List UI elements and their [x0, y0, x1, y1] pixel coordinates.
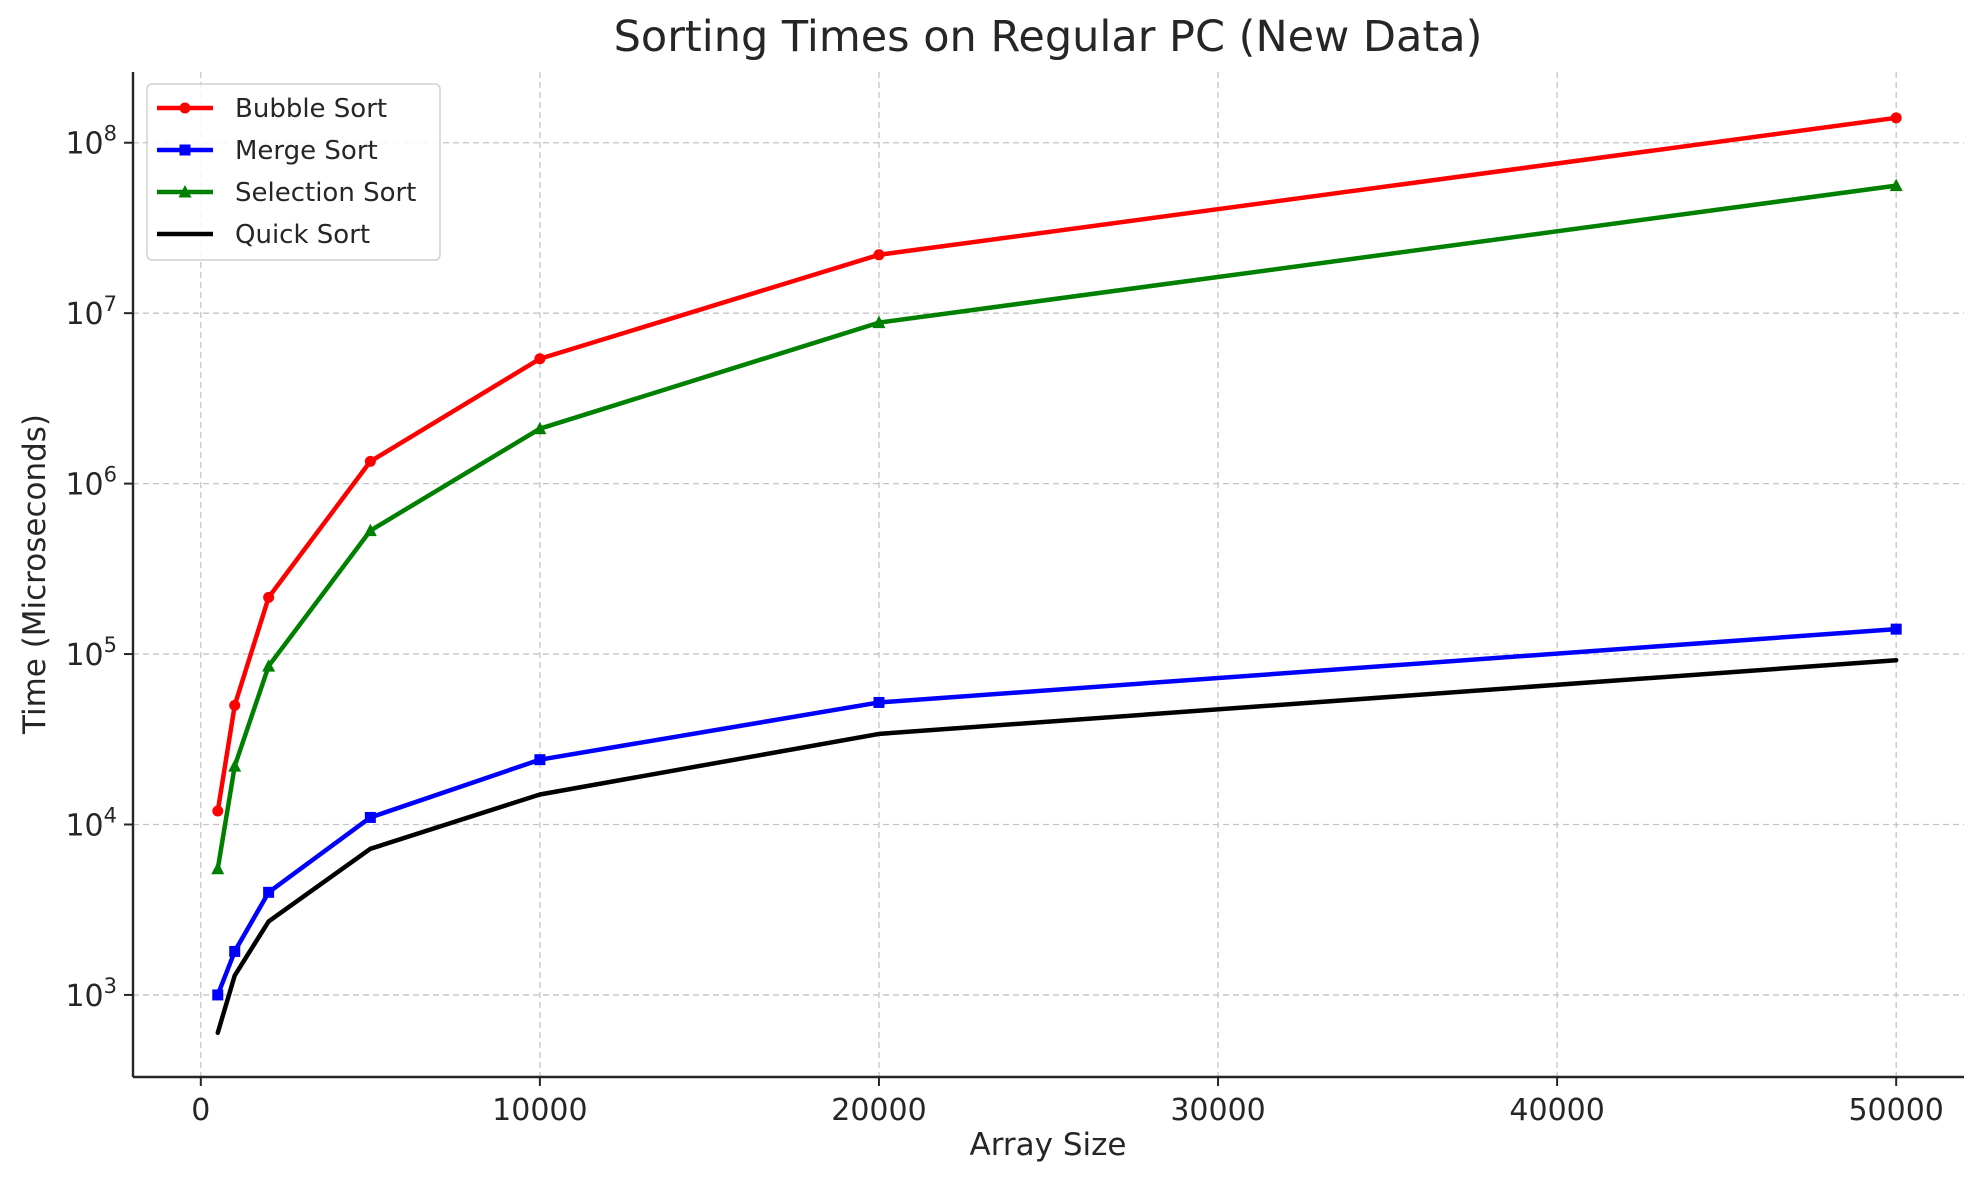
data-point-bubble-sort	[873, 249, 885, 261]
data-point-selection-sort	[211, 861, 225, 875]
data-point-merge-sort	[364, 811, 376, 823]
legend-label: Merge Sort	[235, 136, 378, 166]
data-point-selection-sort	[262, 659, 276, 672]
y-axis-label: Time (Microseconds)	[17, 414, 53, 735]
legend-item-selection-sort: Selection Sort	[157, 178, 416, 208]
y-tick-label: 104	[65, 803, 117, 843]
series-quick-sort	[215, 657, 1899, 1035]
legend-marker	[179, 102, 191, 114]
y-tick-label: 107	[65, 292, 117, 332]
series-line-quick-sort	[215, 657, 1899, 1035]
data-point-selection-sort	[1889, 178, 1903, 192]
legend-item-merge-sort: Merge Sort	[157, 136, 378, 166]
x-axis-label: Array Size	[970, 1127, 1127, 1163]
data-point-merge-sort	[229, 945, 241, 957]
data-point-bubble-sort	[364, 455, 376, 467]
data-point-bubble-sort	[263, 591, 275, 603]
legend-item-quick-sort: Quick Sort	[157, 220, 370, 250]
legend-marker	[178, 185, 192, 198]
legend: Bubble Sort Merge Sort Selection Sort Quick…	[146, 83, 441, 261]
data-point-bubble-sort	[534, 353, 546, 365]
series-selection-sort	[211, 178, 1903, 875]
x-tick-label: 10000	[492, 1093, 587, 1128]
data-point-merge-sort	[1890, 623, 1902, 635]
data-point-bubble-sort	[212, 805, 224, 817]
series-layer	[211, 112, 1903, 1035]
series-merge-sort	[212, 623, 1902, 1001]
data-point-merge-sort	[212, 989, 224, 1001]
series-bubble-sort	[212, 112, 1902, 817]
data-point-selection-sort	[533, 421, 547, 435]
data-point-selection-sort	[363, 523, 377, 537]
data-point-bubble-sort	[229, 699, 241, 711]
legend-box	[146, 83, 441, 261]
x-tick-label: 40000	[1509, 1093, 1604, 1128]
data-point-selection-sort	[872, 315, 886, 329]
legend-entries: Bubble Sort Merge Sort Selection Sort Quick…	[157, 94, 416, 250]
y-tick-label: 106	[65, 463, 117, 503]
ticks: 0 10000 20000 30000 40000 50000 103 104 105 106 10…	[65, 122, 1943, 1128]
x-tick-label: 20000	[831, 1093, 926, 1128]
x-tick-label: 0	[191, 1093, 210, 1128]
data-point-merge-sort	[873, 696, 885, 708]
legend-marker	[179, 144, 191, 156]
x-tick-label: 50000	[1848, 1093, 1943, 1128]
legend-item-bubble-sort: Bubble Sort	[157, 94, 387, 124]
legend-label: Selection Sort	[235, 178, 416, 208]
data-point-bubble-sort	[1890, 112, 1902, 124]
y-tick-label: 108	[65, 122, 117, 162]
x-tick-label: 30000	[1170, 1093, 1265, 1128]
y-tick-label: 103	[65, 974, 117, 1014]
legend-label: Quick Sort	[235, 220, 370, 250]
data-point-merge-sort	[263, 886, 275, 898]
y-tick-label: 105	[65, 633, 117, 673]
data-point-selection-sort	[228, 759, 242, 772]
legend-label: Bubble Sort	[235, 94, 387, 124]
chart-title: Sorting Times on Regular PC (New Data)	[614, 12, 1483, 62]
axes	[131, 72, 1964, 1079]
data-point-merge-sort	[534, 754, 546, 766]
